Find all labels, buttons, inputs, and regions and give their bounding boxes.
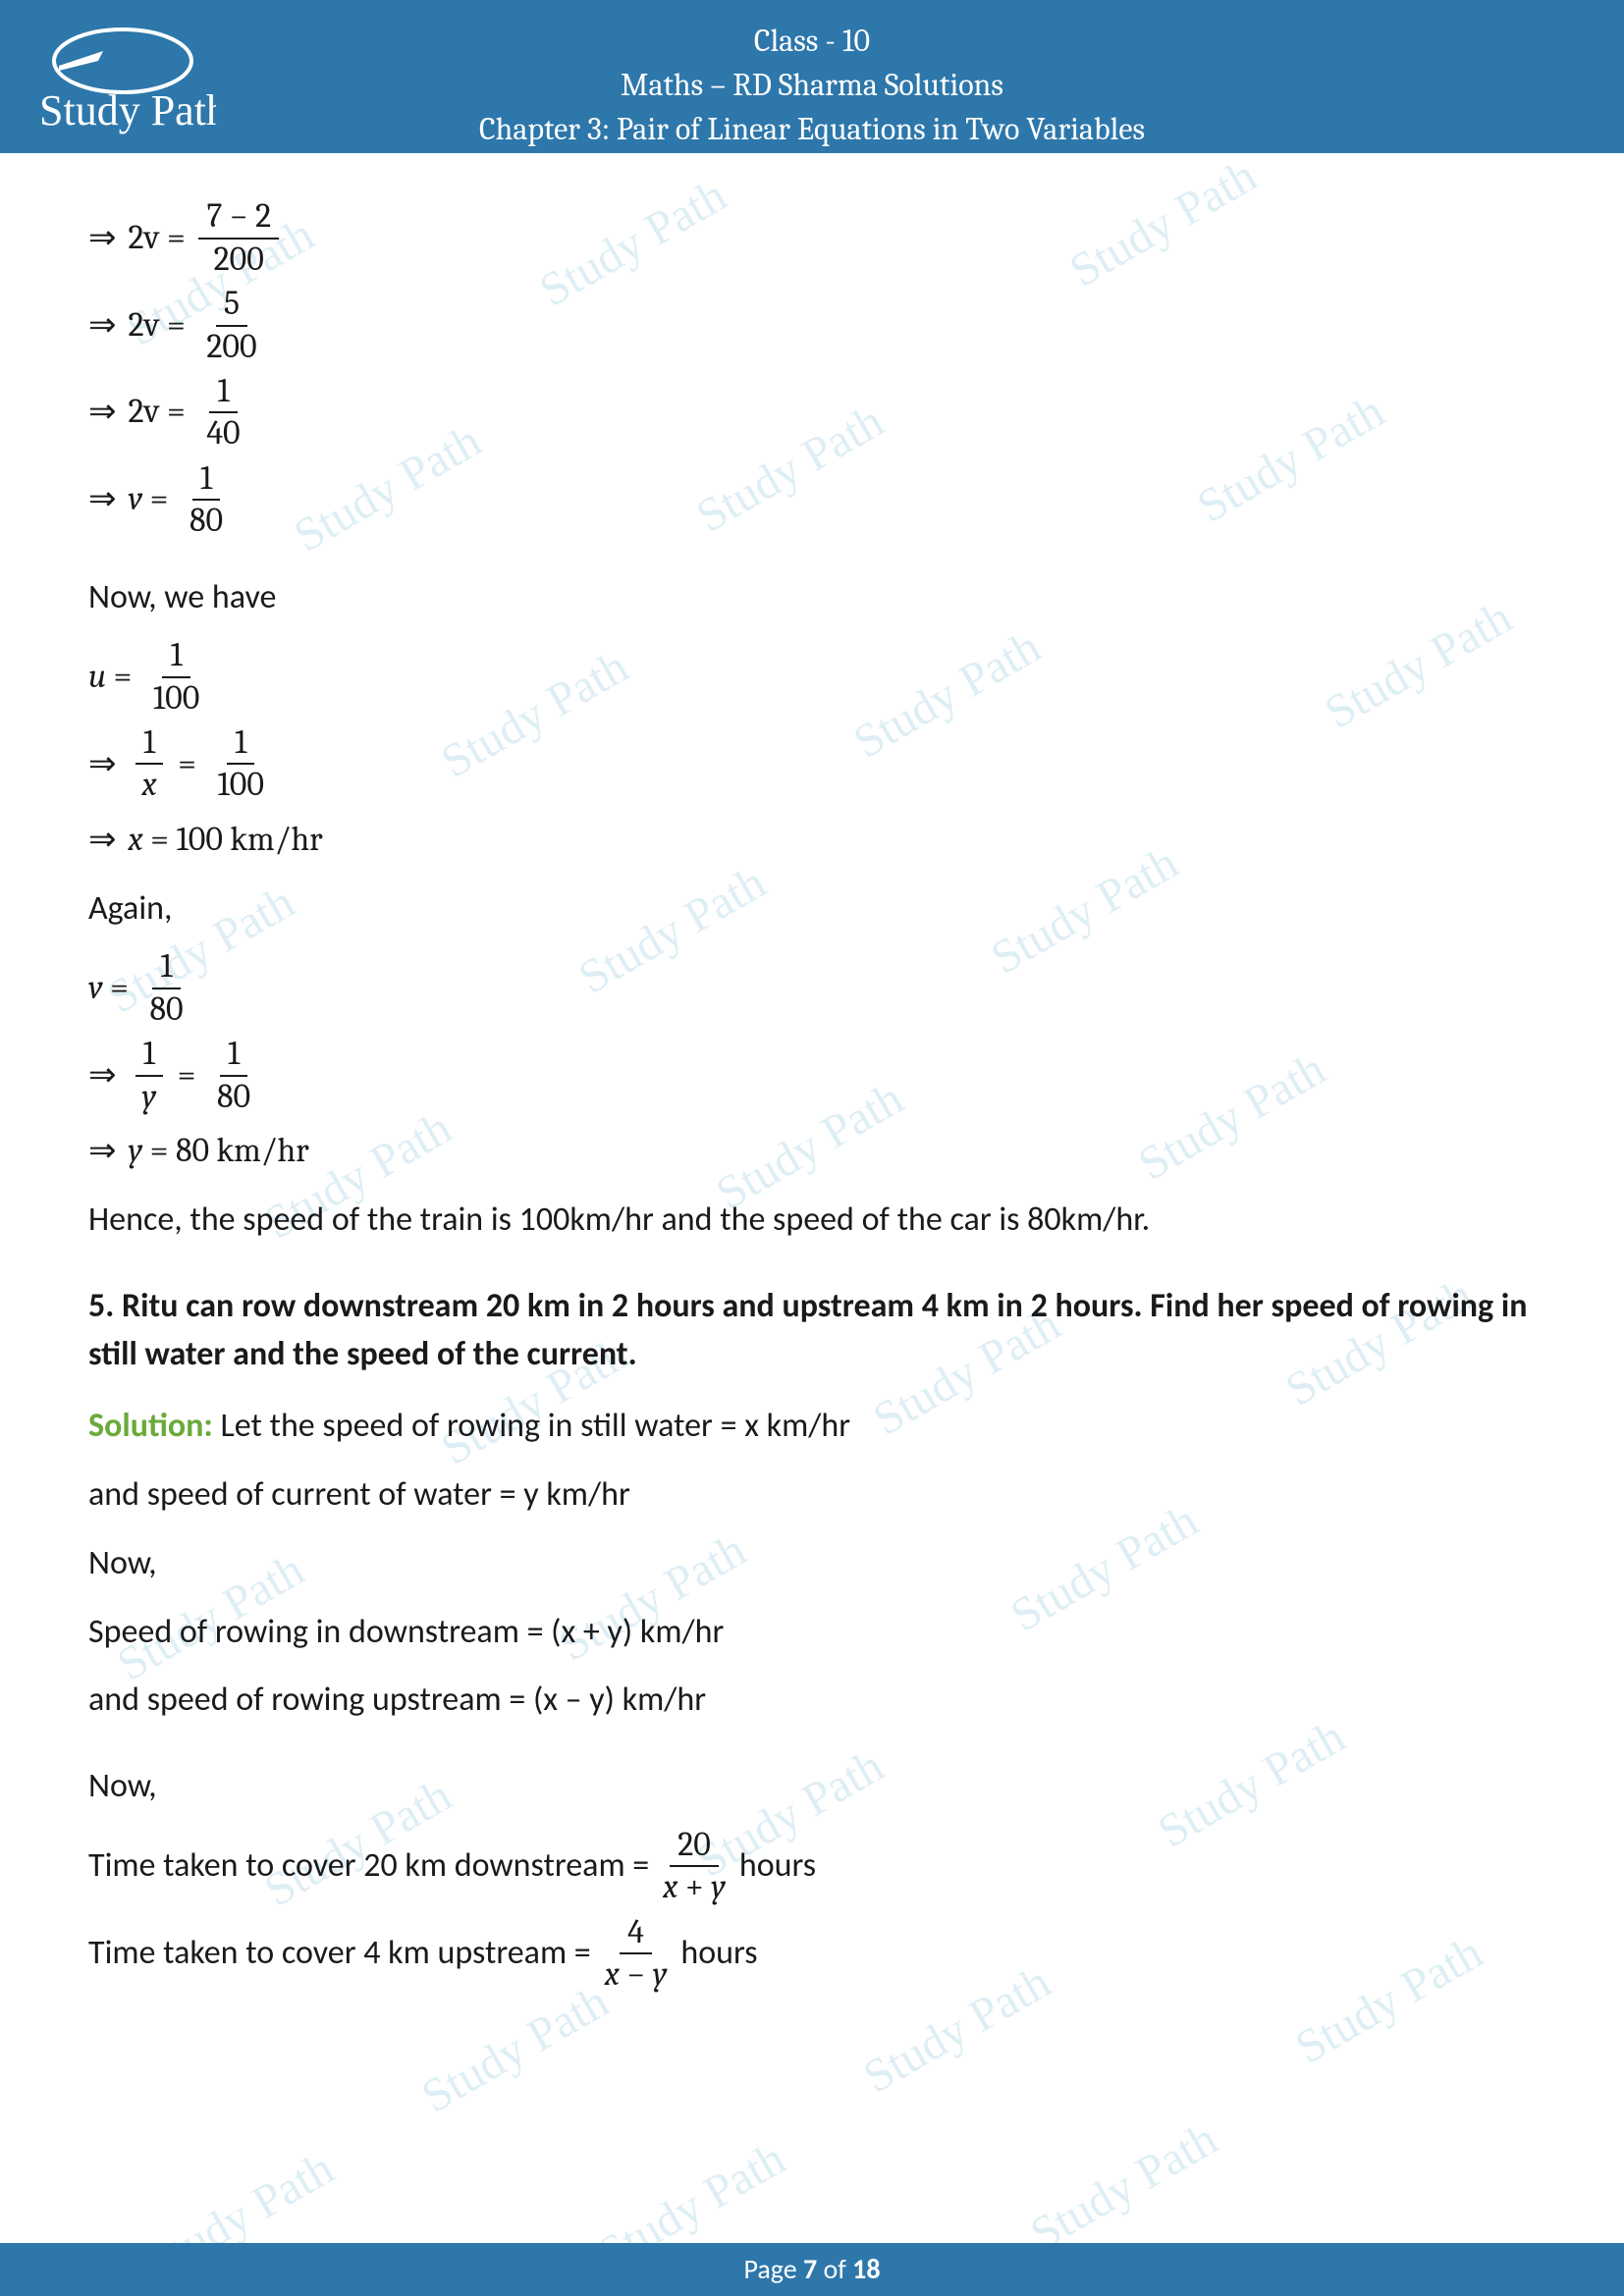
equation-v2: ⇒ 1y = 180 xyxy=(88,1036,1536,1115)
x-result: ⇒ x = 100 km/hr xyxy=(88,812,1536,869)
solution-line-1: Solution: Let the speed of rowing in sti… xyxy=(88,1398,1536,1455)
conclusion: Hence, the speed of the train is 100km/h… xyxy=(88,1192,1536,1249)
question-5: 5. Ritu can row downstream 20 km in 2 ho… xyxy=(88,1282,1536,1379)
solution-label: Solution: xyxy=(88,1406,213,1446)
time-upstream: Time taken to cover 4 km upstream = 4 x … xyxy=(88,1914,1536,1994)
equation-u2: ⇒ 1x = 1100 xyxy=(88,724,1536,804)
footer-prefix: Page xyxy=(743,2252,802,2286)
y-result: ⇒ y = 80 km/hr xyxy=(88,1123,1536,1180)
now-we-have: Now, we have xyxy=(88,569,1536,626)
equation-v1: v = 180 xyxy=(88,948,1536,1028)
equation-4: ⇒ v = 180 xyxy=(88,460,1536,540)
header-class: Class - 10 xyxy=(0,20,1624,64)
solution-line-6: Now, xyxy=(88,1758,1536,1815)
content: ⇒ 2v = 7 − 2200 ⇒ 2v = 5200 ⇒ 2v = 140 ⇒… xyxy=(0,161,1624,1993)
watermark: Study Path xyxy=(1021,2111,1226,2261)
logo-text: Study Path xyxy=(39,86,216,134)
equation-1: ⇒ 2v = 7 − 2200 xyxy=(88,198,1536,278)
again: Again, xyxy=(88,881,1536,937)
footer-middle: of xyxy=(817,2252,852,2286)
header: Class - 10 Maths – RD Sharma Solutions C… xyxy=(0,0,1624,161)
solution-line-3: Now, xyxy=(88,1535,1536,1592)
header-subject: Maths – RD Sharma Solutions xyxy=(0,64,1624,108)
time-downstream: Time taken to cover 20 km downstream = 2… xyxy=(88,1827,1536,1906)
solution-line-2: and speed of current of water = y km/hr xyxy=(88,1467,1536,1523)
footer: Page 7 of 18 xyxy=(0,2243,1624,2296)
logo: Study Path xyxy=(29,22,216,143)
watermark: Study Path xyxy=(412,1974,618,2123)
header-chapter: Chapter 3: Pair of Linear Equations in T… xyxy=(0,108,1624,152)
footer-total: 18 xyxy=(852,2252,880,2286)
equation-u1: u = 1100 xyxy=(88,637,1536,717)
solution-line-5: and speed of rowing upstream = (x – y) k… xyxy=(88,1672,1536,1729)
footer-current: 7 xyxy=(803,2252,817,2286)
equation-2: ⇒ 2v = 5200 xyxy=(88,286,1536,365)
equation-3: ⇒ 2v = 140 xyxy=(88,373,1536,453)
solution-line-4: Speed of rowing in downstream = (x + y) … xyxy=(88,1604,1536,1661)
